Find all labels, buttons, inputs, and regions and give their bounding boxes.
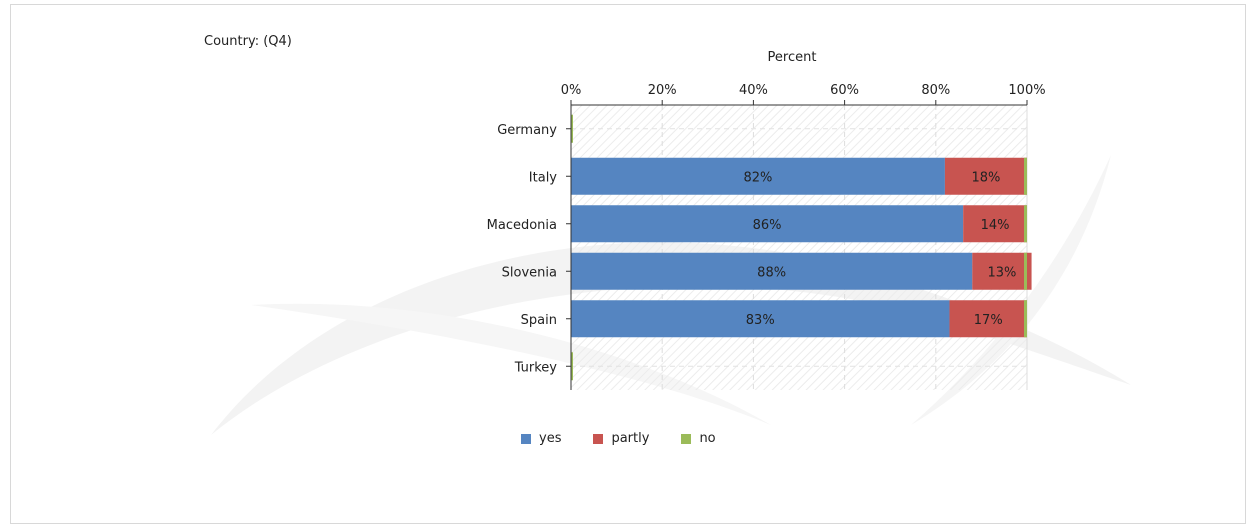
bar-partly-slovenia xyxy=(972,252,1032,290)
y-tick-label-spain: Spain xyxy=(521,313,557,328)
bar-yes-italy xyxy=(571,157,945,195)
bar-no-edge-italy xyxy=(1024,157,1027,195)
x-tick-label: 100% xyxy=(1008,83,1045,98)
legend-swatch-partly xyxy=(593,433,604,444)
data-label-partly-macedonia: 14% xyxy=(981,218,1010,233)
x-tick-label: 60% xyxy=(830,83,859,98)
filter-label: Country: (Q4) xyxy=(204,34,292,49)
bar-yes-macedonia xyxy=(571,205,964,243)
data-label-partly-spain: 17% xyxy=(974,313,1003,328)
y-tick-label-italy: Italy xyxy=(529,170,558,185)
data-label-yes-slovenia: 88% xyxy=(757,265,786,280)
bar-no-edge-spain xyxy=(1024,300,1027,338)
x-tick-label: 20% xyxy=(648,83,677,98)
bar-partly-italy xyxy=(944,157,1027,195)
data-label-partly-italy: 18% xyxy=(972,170,1001,185)
y-tick-label-germany: Germany xyxy=(497,123,557,138)
legend-swatch-no xyxy=(681,433,692,444)
legend-label-yes: yes xyxy=(539,431,562,446)
data-label-yes-spain: 83% xyxy=(746,313,775,328)
y-tick-label-turkey: Turkey xyxy=(514,360,558,375)
y-tick-label-slovenia: Slovenia xyxy=(502,265,557,280)
legend: yes partly no xyxy=(521,431,716,446)
data-label-partly-slovenia: 13% xyxy=(987,265,1016,280)
x-tick-label: 80% xyxy=(921,83,950,98)
x-tick-label: 0% xyxy=(561,83,582,98)
x-axis-label: Percent xyxy=(768,50,817,65)
stacked-bar-chart: Percent Germany 82% 18% Italy 86% 14% Macedoni… xyxy=(487,50,1046,390)
bar-partly-spain xyxy=(949,300,1027,338)
chart-panel: Country: (Q4) Percent Germany 82% 18% Italy… xyxy=(10,4,1246,524)
legend-swatch-yes xyxy=(521,433,531,444)
legend-label-no: no xyxy=(699,431,716,446)
legend-label-partly: partly xyxy=(611,431,650,446)
bar-no-germany xyxy=(571,114,573,143)
bar-yes-spain xyxy=(571,300,950,338)
bar-no-edge-macedonia xyxy=(1024,205,1027,243)
data-label-yes-macedonia: 86% xyxy=(753,218,782,233)
y-tick-label-macedonia: Macedonia xyxy=(487,218,557,233)
data-label-yes-italy: 82% xyxy=(744,170,773,185)
bar-no-edge-slovenia xyxy=(1024,252,1027,290)
x-tick-label: 40% xyxy=(739,83,768,98)
legend-item-yes[interactable]: yes xyxy=(521,431,561,446)
bar-no-turkey xyxy=(571,352,573,381)
plot-background xyxy=(571,105,1027,390)
legend-item-partly[interactable]: partly xyxy=(593,431,649,446)
bar-partly-macedonia xyxy=(963,205,1027,243)
bar-yes-slovenia xyxy=(571,252,973,290)
legend-item-no[interactable]: no xyxy=(681,431,716,446)
